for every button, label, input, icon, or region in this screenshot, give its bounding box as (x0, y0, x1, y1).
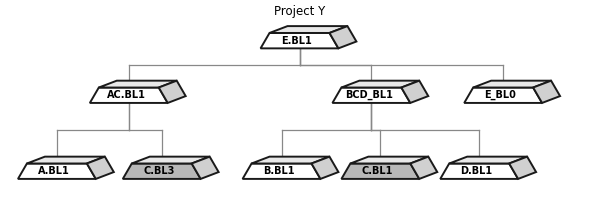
Text: C.BL3: C.BL3 (143, 166, 175, 176)
Polygon shape (27, 157, 105, 163)
Polygon shape (464, 88, 542, 103)
Polygon shape (440, 163, 518, 179)
Polygon shape (533, 81, 560, 103)
Polygon shape (192, 157, 219, 179)
Text: E.BL1: E.BL1 (282, 36, 312, 46)
Polygon shape (159, 81, 186, 103)
Text: D.BL1: D.BL1 (461, 166, 492, 176)
Polygon shape (18, 163, 96, 179)
Polygon shape (123, 163, 201, 179)
Polygon shape (329, 26, 356, 48)
Polygon shape (252, 157, 329, 163)
Text: C.BL1: C.BL1 (362, 166, 394, 176)
Polygon shape (311, 157, 338, 179)
Polygon shape (341, 163, 419, 179)
Polygon shape (350, 157, 428, 163)
Text: AC.BL1: AC.BL1 (107, 90, 146, 100)
Polygon shape (332, 88, 410, 103)
Polygon shape (270, 26, 347, 33)
Polygon shape (261, 33, 338, 48)
Polygon shape (132, 157, 210, 163)
Text: B.BL1: B.BL1 (263, 166, 295, 176)
Polygon shape (509, 157, 536, 179)
Polygon shape (87, 157, 114, 179)
Polygon shape (243, 163, 320, 179)
Text: Project Y: Project Y (274, 5, 325, 18)
Polygon shape (473, 81, 551, 88)
Text: BCD_BL1: BCD_BL1 (345, 90, 392, 100)
Polygon shape (449, 157, 527, 163)
Polygon shape (99, 81, 177, 88)
Polygon shape (410, 157, 437, 179)
Text: A.BL1: A.BL1 (38, 166, 70, 176)
Polygon shape (90, 88, 168, 103)
Polygon shape (341, 81, 419, 88)
Text: E_BL0: E_BL0 (485, 90, 516, 100)
Polygon shape (401, 81, 428, 103)
